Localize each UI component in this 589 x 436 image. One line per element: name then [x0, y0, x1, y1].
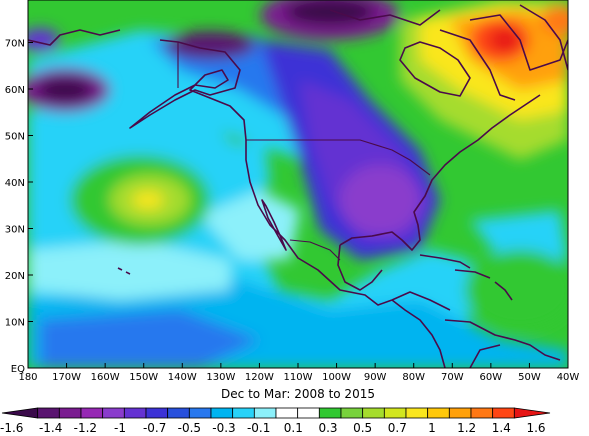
colorbar-label: 0.3	[318, 421, 337, 435]
x-tick-label: 90W	[364, 372, 387, 383]
colorbar-swatch	[492, 407, 515, 419]
colorbar-swatch	[297, 407, 320, 419]
colorbar-swatch	[232, 407, 255, 419]
y-tick-label: 20N	[5, 271, 25, 282]
colorbar-swatch	[80, 407, 104, 419]
colorbar-label: -0.1	[247, 421, 270, 435]
map-caption: Dec to Mar: 2008 to 2015	[221, 387, 375, 401]
x-tick-label: 130W	[206, 372, 235, 383]
colorbar-label: 1.6	[526, 421, 545, 435]
x-tick-label: 170W	[52, 372, 81, 383]
colorbar-swatch	[37, 407, 60, 419]
colorbar-swatch	[123, 407, 147, 419]
x-tick-label: 100W	[322, 372, 351, 383]
x-tick-label: 40W	[557, 372, 580, 383]
colorbar-label: -1	[114, 421, 126, 435]
colorbar-label: -0.3	[212, 421, 235, 435]
colorbar-label: 1.2	[457, 421, 476, 435]
colorbar-swatch	[167, 407, 190, 419]
colorbar-swatch	[210, 407, 234, 419]
colorbar-label: -1.4	[39, 421, 62, 435]
colorbar-swatch	[58, 407, 82, 419]
y-tick-label: 10N	[5, 318, 25, 329]
x-tick-label: 160W	[91, 372, 120, 383]
colorbar-labels: -1.6 -1.4 -1.2 -1 -0.7 -0.5 -0.3 -0.1 0.1 0.3 0.5 0…	[0, 421, 546, 435]
x-tick-label: 180	[18, 372, 37, 383]
colorbar-swatch	[253, 407, 277, 419]
x-tick-label: 110W	[284, 372, 313, 383]
colorbar-label: -1.6	[0, 421, 23, 435]
colorbar-swatch	[427, 407, 450, 419]
colorbar-swatch	[102, 407, 125, 419]
colorbar-swatch	[405, 407, 429, 419]
colorbar-swatch	[318, 407, 342, 419]
x-tick-label: 50W	[518, 372, 541, 383]
colorbar-label: 0.1	[284, 421, 303, 435]
colorbar-swatch	[513, 407, 551, 419]
colorbar-swatch	[188, 407, 212, 419]
longitude-axis: 180 170W 160W 150W 140W 130W 120W 110W 100W 90W 80…	[18, 363, 579, 383]
y-tick-label: 70N	[5, 39, 25, 50]
x-tick-label: 80W	[402, 372, 425, 383]
y-tick-label: 40N	[5, 178, 25, 189]
y-tick-label: EQ	[11, 364, 25, 375]
y-tick-label: 30N	[5, 225, 25, 236]
colorbar-swatch	[383, 407, 407, 419]
colorbar-label: -0.5	[178, 421, 201, 435]
colorbar-swatch	[362, 407, 385, 419]
colorbar	[1, 407, 551, 419]
colorbar-label: 1.4	[492, 421, 511, 435]
coastlines	[28, 4, 568, 368]
latitude-axis: 70N 60N 50N 40N 30N 20N 10N EQ	[5, 39, 33, 375]
x-tick-label: 60W	[480, 372, 503, 383]
x-tick-label: 120W	[245, 372, 274, 383]
colorbar-swatch	[145, 407, 169, 419]
colorbar-swatch	[340, 407, 364, 419]
colorbar-swatch	[1, 407, 39, 419]
colorbar-swatch	[448, 407, 472, 419]
colorbar-label: 0.5	[353, 421, 372, 435]
x-tick-label: 140W	[168, 372, 197, 383]
colorbar-label: -1.2	[74, 421, 97, 435]
colorbar-swatch	[470, 407, 494, 419]
colorbar-label: 1	[428, 421, 436, 435]
x-tick-label: 150W	[129, 372, 158, 383]
colorbar-label: 0.7	[388, 421, 407, 435]
y-tick-label: 50N	[5, 132, 25, 143]
y-tick-label: 60N	[5, 85, 25, 96]
anomaly-field	[28, 0, 568, 368]
colorbar-swatch	[275, 407, 299, 419]
colorbar-label: -0.7	[143, 421, 166, 435]
x-tick-label: 70W	[441, 372, 464, 383]
